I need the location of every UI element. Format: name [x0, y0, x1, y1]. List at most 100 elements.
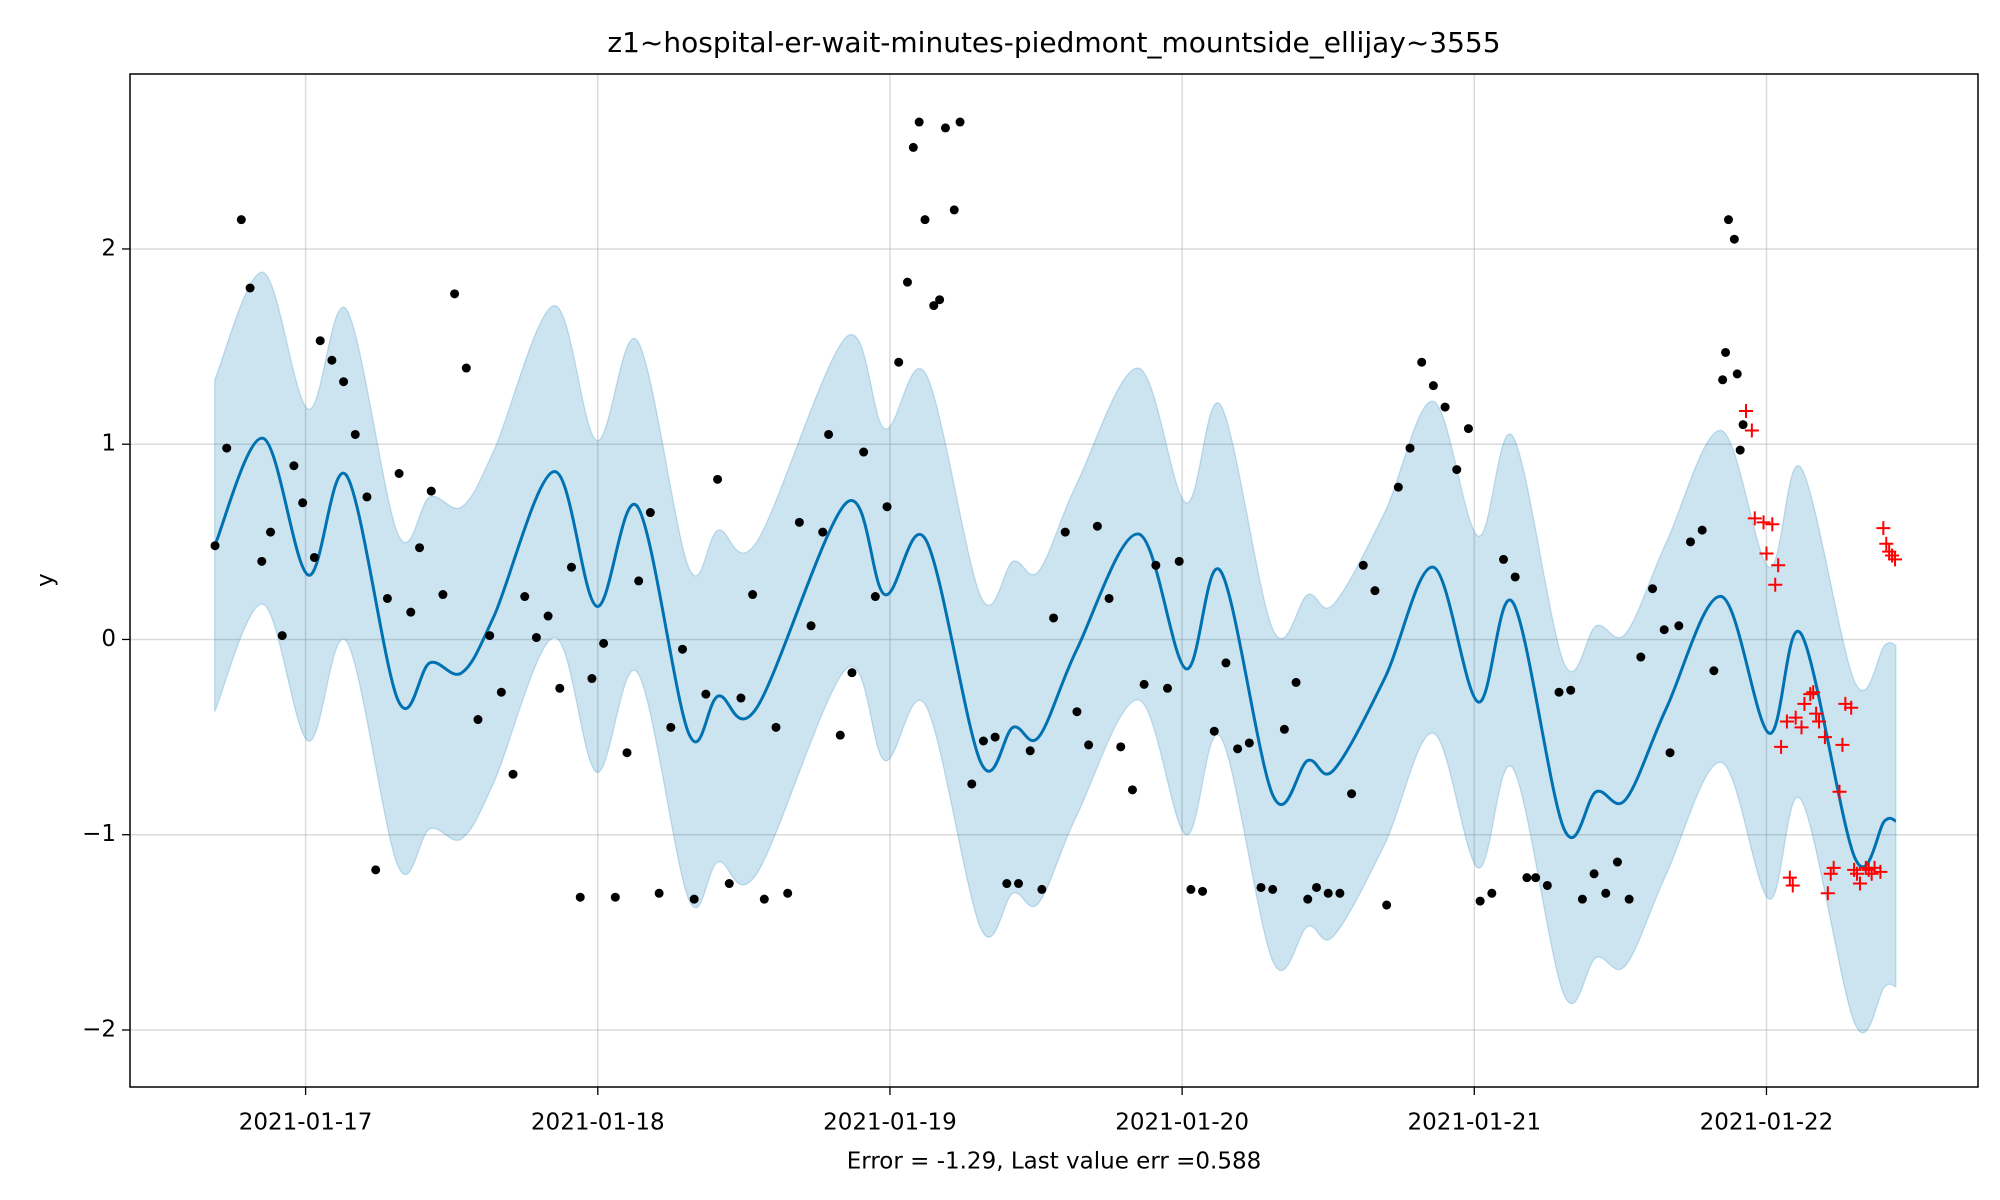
data-point — [806, 621, 816, 631]
data-point — [415, 543, 425, 553]
test-point — [1820, 886, 1835, 901]
data-point — [327, 355, 337, 365]
data-point — [645, 508, 655, 518]
data-point — [461, 363, 471, 373]
data-point — [1665, 748, 1675, 758]
data-point — [1566, 685, 1576, 695]
data-point — [1405, 443, 1415, 453]
data-point — [949, 205, 959, 215]
data-point — [1487, 888, 1497, 898]
data-point — [485, 631, 495, 641]
data-point — [894, 357, 904, 367]
data-point — [1279, 724, 1289, 734]
data-point — [1198, 886, 1208, 896]
x-tick-label: 2021-01-22 — [1700, 1110, 1834, 1136]
data-point — [339, 377, 349, 387]
test-point — [1756, 515, 1771, 530]
data-point — [222, 443, 232, 453]
data-point — [245, 283, 255, 293]
test-point — [1873, 864, 1888, 879]
data-point — [1732, 369, 1742, 379]
data-point — [1723, 215, 1733, 225]
test-point — [1747, 511, 1762, 526]
test-point — [1832, 784, 1847, 799]
data-point — [1335, 888, 1345, 898]
data-point — [1648, 584, 1658, 594]
data-point — [566, 562, 576, 572]
data-point — [575, 892, 585, 902]
x-tick-label: 2021-01-19 — [823, 1110, 957, 1136]
data-point — [1475, 896, 1485, 906]
data-point — [689, 894, 699, 904]
data-point — [1014, 879, 1024, 889]
data-point — [771, 722, 781, 732]
data-point — [1729, 234, 1739, 244]
data-point — [736, 693, 746, 703]
data-point — [1291, 677, 1301, 687]
data-point — [1577, 894, 1587, 904]
data-point — [1025, 746, 1035, 756]
data-point — [1612, 857, 1622, 867]
data-point — [599, 638, 609, 648]
chart-title: z1~hospital-er-wait-minutes-piedmont_mou… — [607, 26, 1500, 59]
test-point — [1850, 866, 1865, 881]
data-point — [1347, 789, 1357, 799]
data-point — [1221, 658, 1231, 668]
data-point — [289, 461, 299, 471]
test-point — [1759, 546, 1774, 561]
y-tick-label: −2 — [82, 1016, 116, 1042]
data-point — [1127, 785, 1137, 795]
test-point — [1823, 866, 1838, 881]
data-point — [1233, 744, 1243, 754]
data-point — [1697, 525, 1707, 535]
plot-frame — [129, 73, 1979, 1088]
uncertainty-band — [214, 271, 1897, 1034]
test-point — [1809, 706, 1824, 721]
data-point — [1417, 357, 1427, 367]
data-point — [1256, 882, 1266, 892]
data-point — [362, 492, 372, 502]
x-tick-label: 2021-01-20 — [1115, 1110, 1249, 1136]
data-point — [531, 633, 541, 643]
test-point — [1864, 866, 1879, 881]
data-point — [794, 517, 804, 527]
data-point — [1686, 537, 1696, 547]
data-point — [610, 892, 620, 902]
data-point — [1049, 613, 1059, 623]
test-point — [1812, 714, 1827, 729]
data-point — [1636, 652, 1646, 662]
data-point — [1393, 482, 1403, 492]
data-point — [438, 590, 448, 600]
data-point — [1323, 888, 1333, 898]
y-tick-label: 0 — [101, 626, 116, 652]
forecast-line — [213, 436, 1897, 869]
data-point — [309, 552, 319, 562]
test-point — [1788, 710, 1803, 725]
data-point — [496, 687, 506, 697]
data-point — [1531, 873, 1541, 883]
data-point — [1139, 679, 1149, 689]
test-point — [1817, 730, 1832, 745]
test-point — [1782, 870, 1797, 885]
data-point — [1151, 560, 1161, 570]
test-point — [1768, 577, 1783, 592]
data-point — [426, 486, 436, 496]
data-point — [1060, 527, 1070, 537]
data-point — [940, 123, 950, 133]
data-point — [1735, 445, 1745, 455]
data-point — [783, 888, 793, 898]
data-point — [1382, 900, 1392, 910]
data-point — [1542, 880, 1552, 890]
data-point — [1463, 424, 1473, 434]
x-axis-label: Error = -1.29, Last value err =0.588 — [847, 1149, 1262, 1175]
test-point — [1774, 739, 1789, 754]
data-point — [990, 732, 1000, 742]
y-tick-label: 2 — [101, 235, 116, 261]
data-point — [543, 611, 553, 621]
data-point — [914, 117, 924, 127]
data-point — [935, 295, 945, 305]
data-point — [1104, 593, 1114, 603]
data-point — [257, 556, 267, 566]
